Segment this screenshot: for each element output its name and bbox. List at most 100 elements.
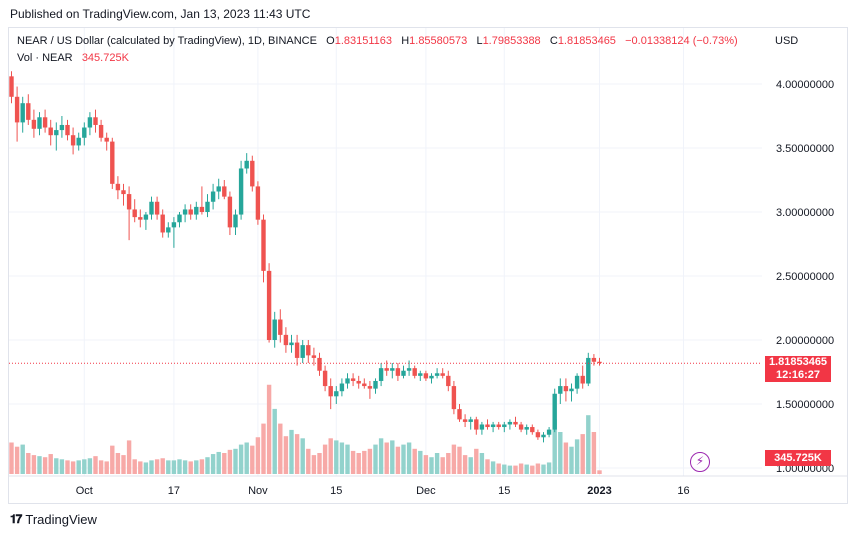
candle-body xyxy=(591,357,597,362)
volume-bar xyxy=(154,459,160,474)
candle-body xyxy=(440,373,445,376)
volume-bar xyxy=(160,458,165,474)
volume-bar xyxy=(541,464,546,474)
volume-bar xyxy=(440,457,445,474)
candle-body xyxy=(54,130,59,136)
candle-body xyxy=(166,227,171,233)
volume-bar xyxy=(110,445,115,474)
volume-bar xyxy=(177,459,182,474)
candle-body xyxy=(160,214,165,233)
volume-bar xyxy=(328,438,333,474)
volume-bar xyxy=(339,442,345,474)
volume-bar xyxy=(210,454,216,474)
price-candles xyxy=(9,71,602,443)
volume-bar xyxy=(311,455,317,474)
volume-bar xyxy=(278,423,283,474)
candle-body xyxy=(569,388,574,392)
volume-bar xyxy=(474,448,479,474)
candle-body xyxy=(266,270,272,340)
open-value: 1.83151163 xyxy=(334,35,393,47)
volume-bar xyxy=(462,455,468,474)
candle-body xyxy=(490,424,496,428)
volume-bar xyxy=(87,458,93,474)
volume-bar xyxy=(98,460,104,474)
volume-value: 345.725K xyxy=(81,52,129,64)
volume-bar xyxy=(250,445,255,474)
tradingview-logo-text: TradingView xyxy=(25,512,97,527)
candle-body xyxy=(507,421,513,425)
price-tick-label: 3.00000000 xyxy=(776,207,834,219)
volume-bar xyxy=(507,465,513,474)
volume-bar xyxy=(530,465,535,474)
volume-bar xyxy=(390,440,395,474)
volume-bar xyxy=(289,429,294,474)
volume-bar xyxy=(580,434,585,474)
volume-bar xyxy=(37,456,42,474)
grid-lines xyxy=(9,28,762,476)
candle-body xyxy=(227,196,233,228)
candle-body xyxy=(222,186,227,197)
candle-body xyxy=(356,380,361,384)
volume-bar xyxy=(384,442,389,474)
candle-body xyxy=(132,209,137,218)
volume-bar xyxy=(199,459,205,474)
close-value: 1.81853465 xyxy=(557,35,616,47)
volume-bar xyxy=(283,436,289,474)
volume-bar xyxy=(569,446,574,474)
currency-label[interactable]: USD xyxy=(775,35,799,47)
candle-body xyxy=(451,386,457,410)
candle-body xyxy=(457,409,462,420)
volume-bar xyxy=(65,460,70,474)
volume-bar xyxy=(115,453,121,474)
volume-bar xyxy=(373,444,378,474)
candle-body xyxy=(401,370,406,376)
candle-body xyxy=(104,137,109,142)
volume-bar xyxy=(48,454,53,474)
candle-body xyxy=(513,421,518,425)
volume-bar xyxy=(104,461,109,474)
volume-bar xyxy=(261,423,266,474)
time-tick-label: 15 xyxy=(498,485,510,497)
ohlc-legend: NEAR / US Dollar (calculated by TradingV… xyxy=(17,35,738,47)
candle-body xyxy=(233,214,238,228)
candle-body xyxy=(597,361,602,364)
volume-tag: 345.725K xyxy=(765,450,831,466)
high-value: 1.85580573 xyxy=(409,35,468,47)
volume-bar xyxy=(446,453,451,474)
lightning-icon[interactable]: ⚡ xyxy=(690,452,710,472)
candle-body xyxy=(261,219,266,271)
last-price-tag: 1.81853465 12:16:27 xyxy=(765,356,831,382)
candle-body xyxy=(126,194,132,210)
candle-body xyxy=(373,380,378,389)
candle-body xyxy=(37,117,42,129)
volume-bar xyxy=(457,446,462,474)
volume-bar xyxy=(362,450,367,474)
chart-frame[interactable] xyxy=(8,27,848,504)
candle-body xyxy=(244,160,249,169)
price-tick-label: 1.50000000 xyxy=(776,399,834,411)
volume-bar xyxy=(143,462,149,474)
volume-bar xyxy=(272,408,277,474)
candle-body xyxy=(255,186,261,220)
candle-body xyxy=(367,386,373,389)
candle-body xyxy=(479,424,485,430)
change-value: −0.01338124 (−0.73%) xyxy=(625,35,738,47)
volume-bar xyxy=(479,453,485,474)
candle-body xyxy=(384,368,389,371)
candle-body xyxy=(524,427,529,430)
candle-body xyxy=(210,191,216,202)
low-label: L xyxy=(476,35,483,47)
time-tick-label: 2023 xyxy=(587,485,611,497)
candle-body xyxy=(188,209,193,215)
candle-body xyxy=(42,117,48,128)
volume-bar xyxy=(300,438,305,474)
time-tick-label: Oct xyxy=(76,485,93,497)
candle-body xyxy=(446,375,451,387)
candle-body xyxy=(350,378,356,381)
volume-bar xyxy=(345,444,350,474)
volume-bar xyxy=(294,434,300,474)
volume-bar xyxy=(9,442,14,474)
candle-body xyxy=(306,345,311,356)
candle-body xyxy=(378,368,384,381)
